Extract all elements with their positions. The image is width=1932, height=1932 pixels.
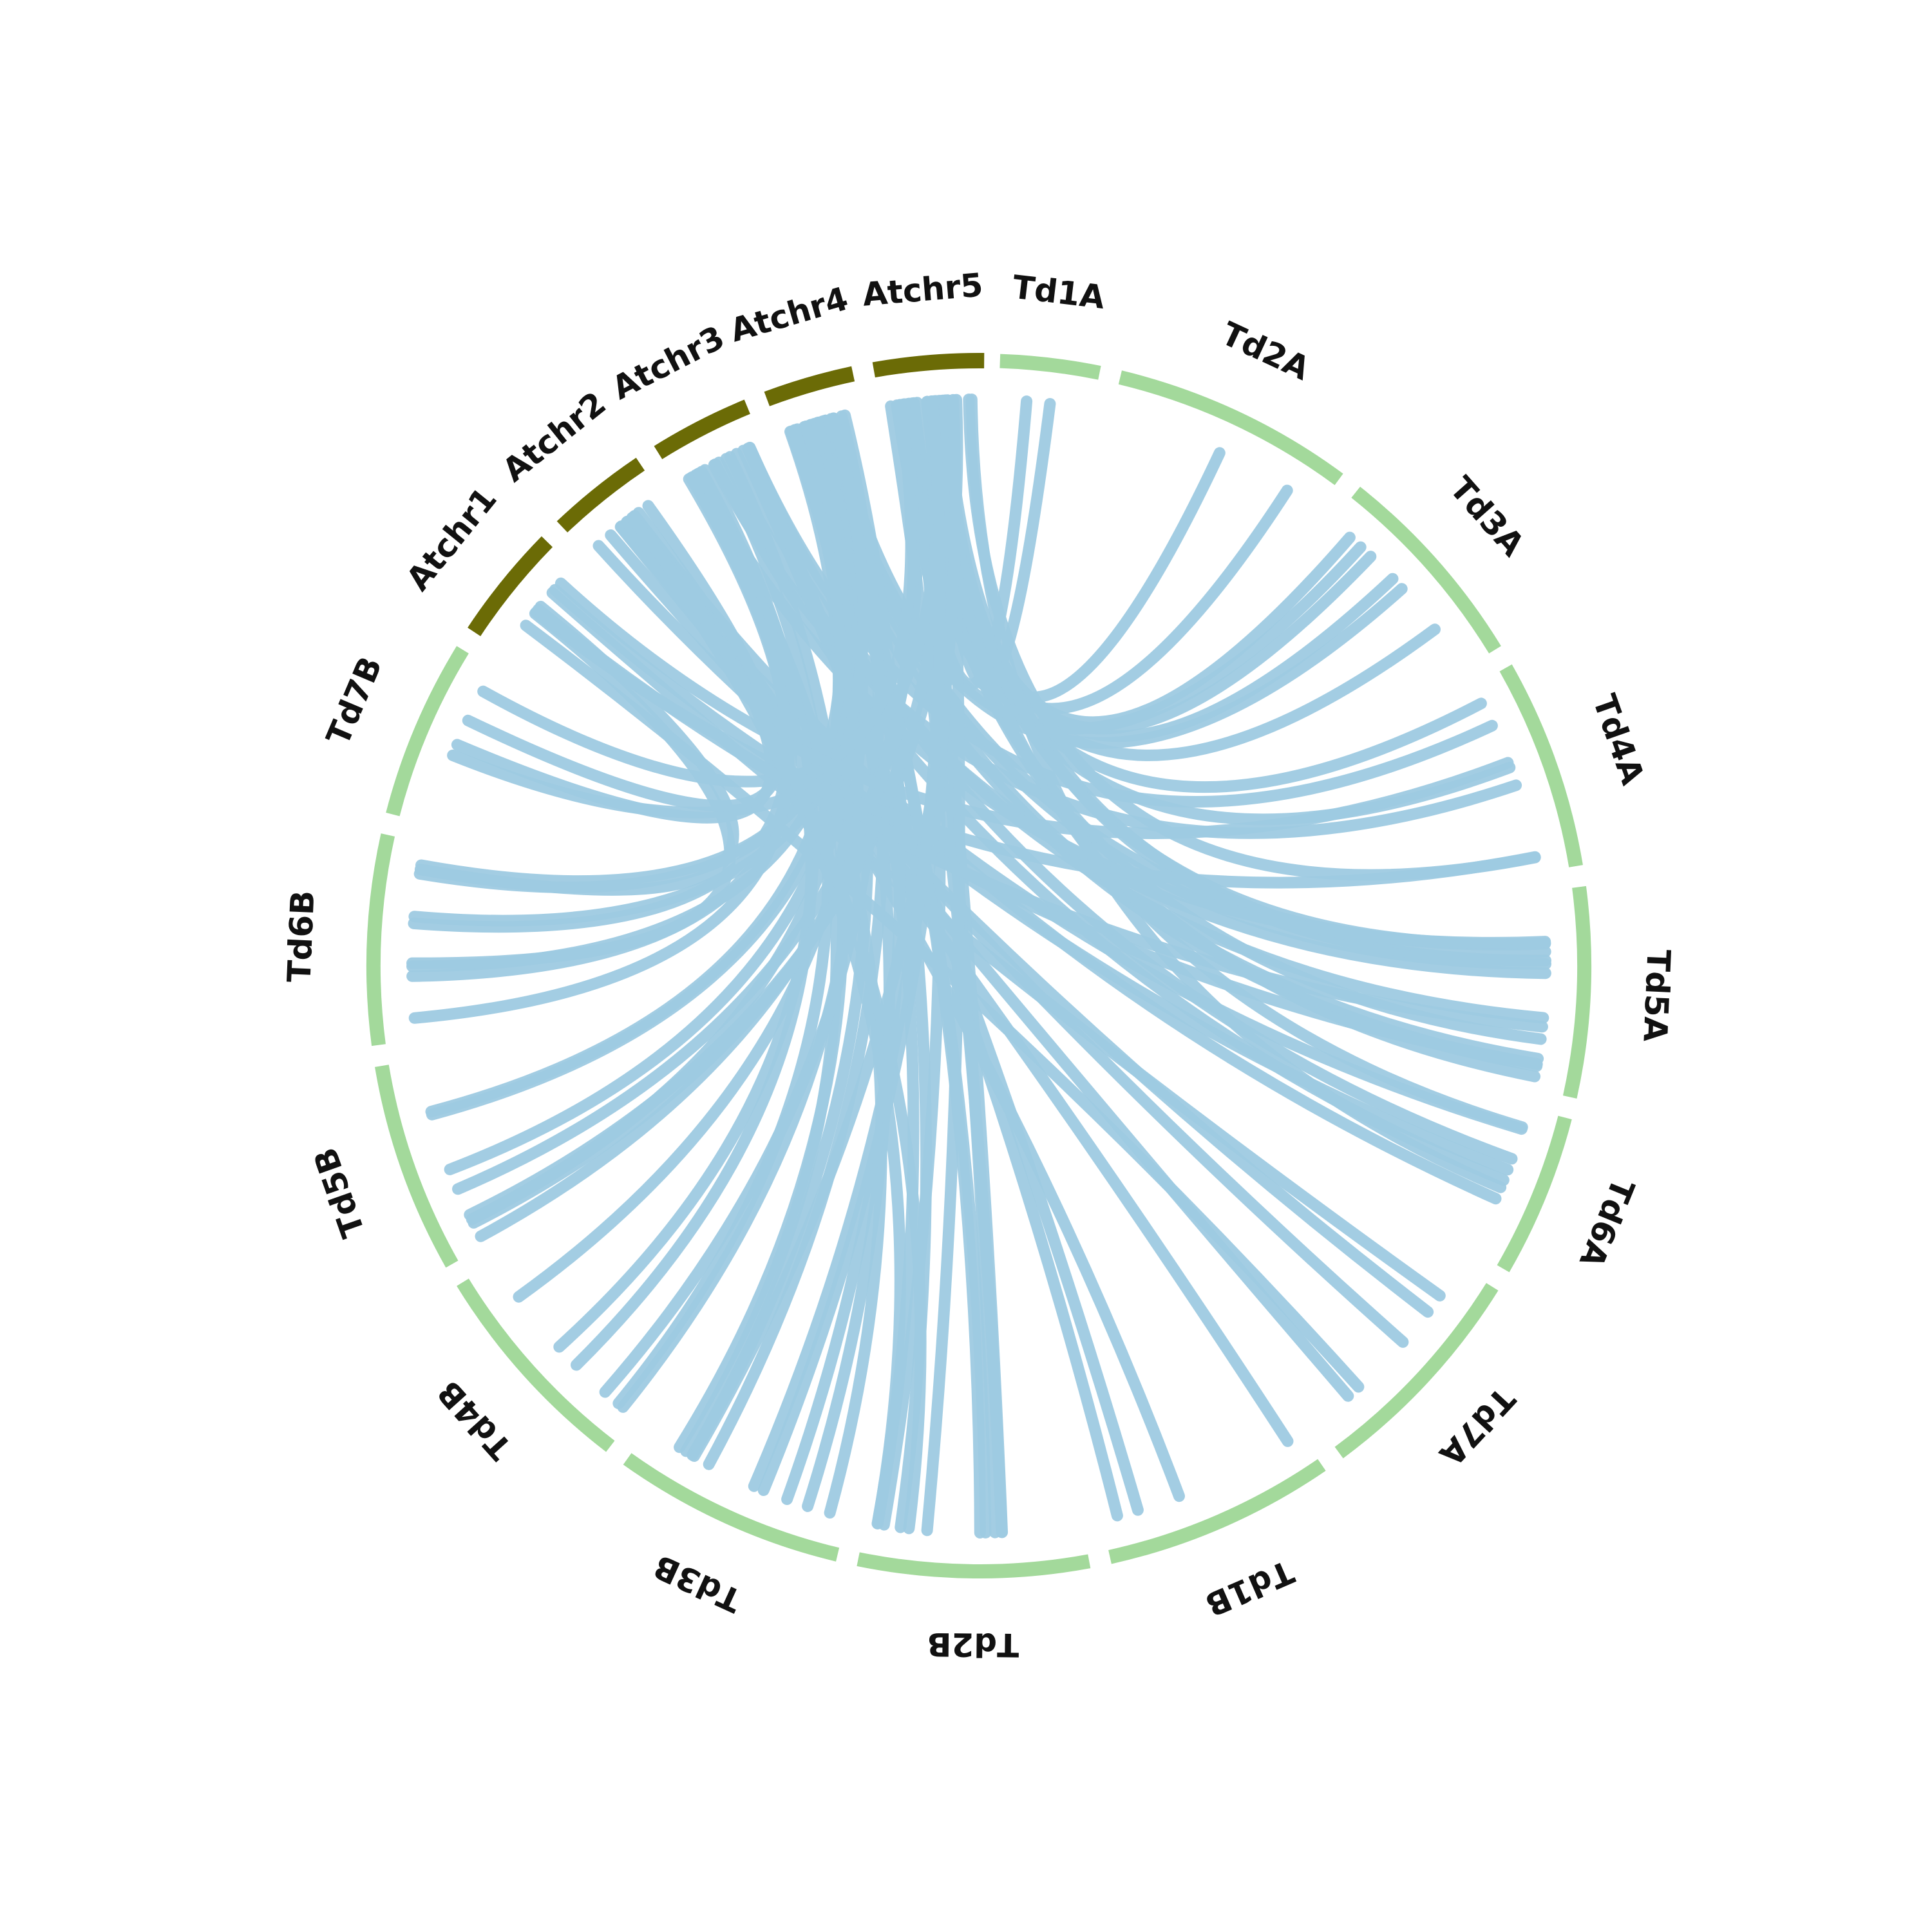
chromosome-arc-atchr1 xyxy=(468,536,553,636)
synteny-link xyxy=(965,393,1507,1193)
chromosome-arc-atchr3 xyxy=(654,399,750,459)
chromosome-arc-atchr5 xyxy=(872,352,985,378)
chromosome-ring xyxy=(366,352,1592,1578)
chromosome-label-td2b: Td2B xyxy=(927,1625,1019,1663)
chromosome-label-td6b: Td6B xyxy=(280,889,321,983)
synteny-link xyxy=(408,473,793,933)
synteny-link xyxy=(612,457,834,1410)
synteny-link xyxy=(549,583,1543,1070)
chromosome-arc-atchr2 xyxy=(556,457,645,533)
chromosome-label-td5a: Td5A xyxy=(1636,949,1677,1043)
chromosome-arc-td4a xyxy=(1499,664,1583,867)
chromosome-arc-td4b xyxy=(457,1278,615,1452)
chromosome-arc-td5b xyxy=(375,1065,459,1268)
chromosome-arc-td3b xyxy=(623,1453,840,1562)
synteny-link xyxy=(554,577,1514,839)
chromosome-arc-td2a xyxy=(1118,370,1343,486)
synteny-link xyxy=(414,600,739,896)
synteny-link xyxy=(477,399,917,788)
synteny-link xyxy=(744,442,1518,1165)
synteny-link xyxy=(406,607,736,969)
synteny-link xyxy=(462,500,784,812)
chromosome-arc-td7b xyxy=(386,646,469,817)
chromosome-arc-td1b xyxy=(1108,1459,1326,1564)
link-layer xyxy=(406,393,1551,1539)
chromosome-arc-td2b xyxy=(857,1552,1091,1578)
chromosome-arc-td7a xyxy=(1334,1283,1499,1459)
synteny-link xyxy=(688,393,961,1462)
synteny-link xyxy=(748,395,946,1492)
chromosome-arc-td3a xyxy=(1351,486,1501,654)
chromosome-arc-td6a xyxy=(1497,1115,1572,1273)
chromosome-arc-td5a xyxy=(1562,886,1592,1099)
chromosome-arc-atchr4 xyxy=(764,366,855,406)
synteny-link xyxy=(626,512,927,1535)
chromosome-arc-td6b xyxy=(366,833,395,1046)
chromosome-arc-td1a xyxy=(999,354,1101,380)
synteny-link xyxy=(546,587,1446,1302)
synteny-link xyxy=(406,467,798,982)
